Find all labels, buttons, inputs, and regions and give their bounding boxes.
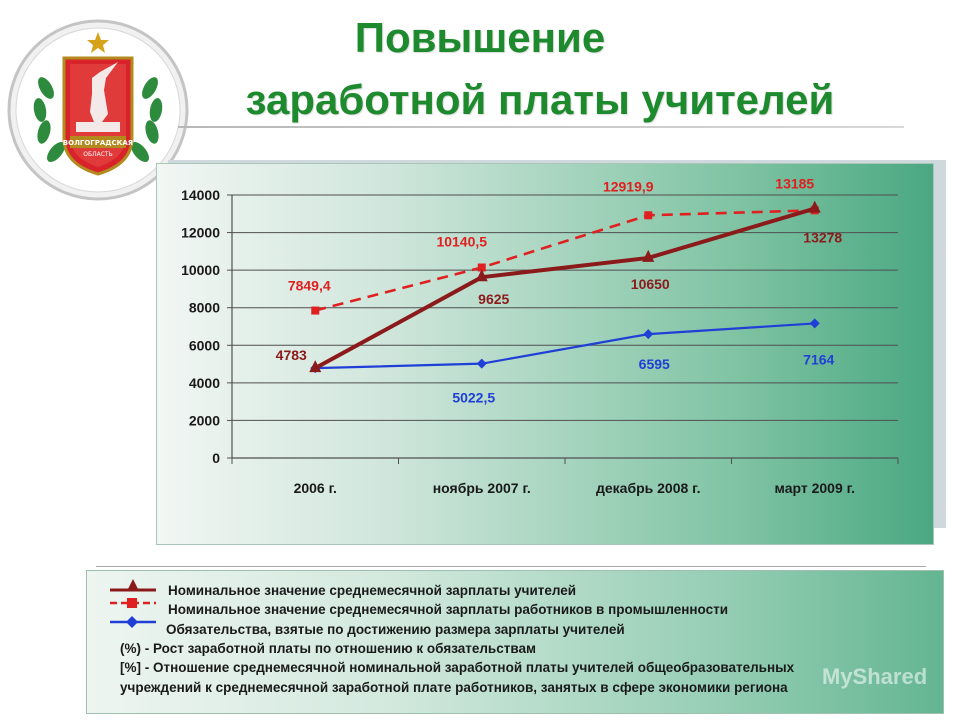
data-label-teachers: 13278 bbox=[803, 230, 842, 246]
data-point-obligations bbox=[476, 358, 487, 369]
legend-item-obligations: Обязательства, взятые по достижению разм… bbox=[166, 622, 625, 637]
page-title-line-1: Повышение bbox=[354, 14, 606, 61]
y-tick-label: 6000 bbox=[189, 337, 220, 353]
data-label-industry: 12919,9 bbox=[603, 178, 654, 194]
data-label-industry: 10140,5 bbox=[436, 234, 487, 250]
series-line-obligations bbox=[315, 322, 815, 370]
data-point-teachers bbox=[642, 249, 655, 262]
data-label-teachers: 9625 bbox=[478, 291, 509, 307]
data-point-industry bbox=[477, 263, 486, 272]
legend-panel bbox=[86, 570, 944, 714]
region-emblem: ВОЛГОГРАДСКАЯ ОБЛАСТЬ bbox=[7, 19, 189, 201]
x-tick-label: 2006 г. bbox=[294, 480, 337, 496]
series-line-industry bbox=[314, 209, 815, 312]
y-tick-label: 0 bbox=[212, 450, 220, 466]
page-title-line-2: заработной платы учителей bbox=[245, 76, 835, 123]
data-point-teachers bbox=[808, 200, 821, 213]
legend-symbol-obligations bbox=[110, 616, 156, 628]
svg-text:ВОЛГОГРАДСКАЯ: ВОЛГОГРАДСКАЯ bbox=[63, 139, 133, 147]
title-divider bbox=[178, 126, 904, 128]
watermark: MyShared bbox=[822, 664, 928, 689]
data-label-obligations: 6595 bbox=[639, 356, 670, 372]
data-point-industry bbox=[311, 306, 320, 315]
data-point-teachers bbox=[309, 360, 322, 373]
legend-divider bbox=[96, 566, 926, 567]
legend-note-ratio: [%] - Отношение среднемесячной номинальн… bbox=[120, 660, 795, 675]
y-tick-label: 4000 bbox=[189, 375, 220, 391]
x-tick-label: ноябрь 2007 г. bbox=[433, 480, 531, 496]
svg-text:ОБЛАСТЬ: ОБЛАСТЬ bbox=[83, 151, 112, 158]
data-point-obligations bbox=[643, 329, 654, 340]
legend-item-industry: Номинальное значение среднемесячной зарп… bbox=[168, 602, 729, 617]
legend-note-ratio-cont: учреждений к среднемесячной заработной п… bbox=[120, 680, 788, 695]
legend-note-growth: (%) - Рост заработной платы по отношению… bbox=[120, 641, 536, 656]
data-label-obligations: 7164 bbox=[803, 351, 834, 367]
series-line-teachers bbox=[314, 206, 816, 370]
x-tick-label: март 2009 г. bbox=[775, 480, 855, 496]
data-label-teachers: 4783 bbox=[276, 347, 307, 363]
legend-symbol-teachers bbox=[110, 579, 156, 592]
y-tick-label: 8000 bbox=[189, 300, 220, 316]
data-point-obligations bbox=[809, 318, 820, 329]
y-tick-label: 14000 bbox=[181, 187, 220, 203]
data-point-industry bbox=[644, 211, 653, 220]
data-label-obligations: 5022,5 bbox=[452, 390, 495, 406]
legend-item-teachers: Номинальное значение среднемесячной зарп… bbox=[168, 583, 577, 598]
y-tick-label: 10000 bbox=[181, 262, 220, 278]
data-label-teachers: 10650 bbox=[631, 276, 670, 292]
data-label-industry: 13185 bbox=[775, 175, 814, 191]
x-tick-label: декабрь 2008 г. bbox=[596, 480, 701, 496]
data-label-industry: 7849,4 bbox=[288, 278, 331, 294]
chart-panel bbox=[156, 163, 934, 545]
y-tick-label: 12000 bbox=[181, 225, 220, 241]
legend-symbol-industry bbox=[110, 598, 156, 608]
y-tick-label: 2000 bbox=[189, 412, 220, 428]
data-point-teachers bbox=[475, 269, 488, 282]
